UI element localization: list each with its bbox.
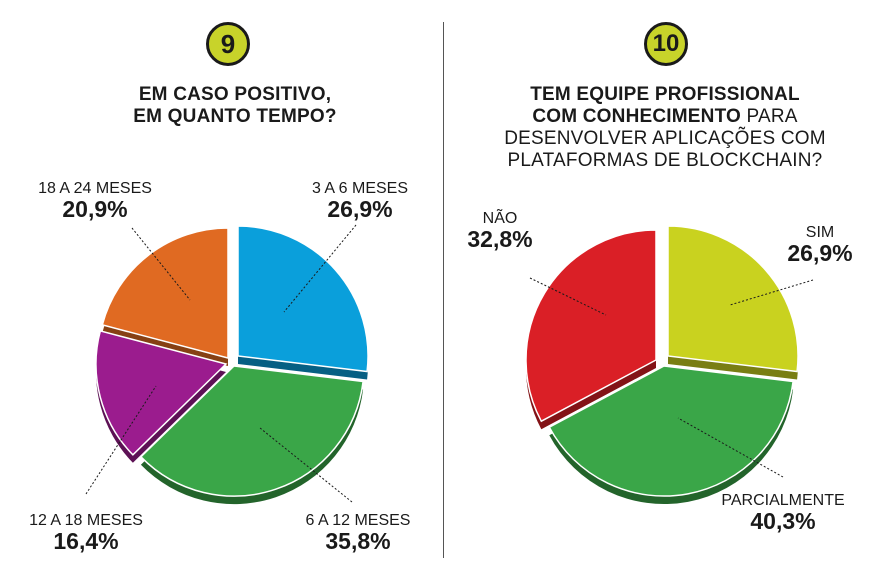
question-10-title-line1: TEM EQUIPE PROFISSIONAL [530,84,800,105]
pie-slice-sim [667,225,799,373]
question-10-title-line4: PLATAFORMAS DE BLOCKCHAIN? [507,150,823,171]
panel-divider [443,22,444,558]
slice-value: 35,8% [325,528,390,554]
pie-slice-3-a-6-meses [237,225,369,373]
slice-value: 26,9% [327,196,392,222]
slice-label: 3 A 6 MESES [312,180,408,197]
pie-slice-18-a-24-meses [101,227,229,359]
slice-label: PARCIALMENTE [721,492,844,509]
pie-slice-parcialmente [548,365,794,497]
question-10-badge: 10 [644,22,688,66]
slice-label: 18 A 24 MESES [38,180,152,197]
slice-value: 20,9% [62,196,127,222]
question-10-title-line2: COM CONHECIMENTO PARA [460,106,870,128]
question-9-title-line2: EM QUANTO TEMPO? [133,106,337,127]
pie-slice-n-o [525,229,657,423]
slice-label: 12 A 18 MESES [29,512,143,529]
pie-slice-6-a-12-meses [139,365,364,497]
slice-value: 32,8% [467,226,532,252]
leader-line [677,417,784,478]
question-10-title-line2-bold: COM CONHECIMENTO [532,106,742,127]
question-10-title-line2-light: PARA [741,106,798,127]
question-10-title: TEM EQUIPE PROFISSIONAL COM CONHECIMENTO… [460,84,870,172]
question-9-title-line1: EM CASO POSITIVO, [138,84,332,105]
slice-value: 16,4% [53,528,118,554]
leader-line [131,227,191,301]
question-10-title-line3: DESENVOLVER APLICAÇÕES COM [504,128,826,149]
leader-line [283,224,357,313]
slice-label: 6 A 12 MESES [306,512,411,529]
question-9-title: EM CASO POSITIVO, EM QUANTO TEMPO? [60,84,410,128]
leader-line [729,279,814,306]
question-9-badge: 9 [206,22,250,66]
slice-value: 40,3% [750,508,815,534]
slice-label: NÃO [483,207,518,227]
pie-slice-12-a-18-meses [95,329,228,456]
leader-line [85,385,157,495]
slice-value: 26,9% [787,240,852,266]
slice-label: SIM [806,224,834,241]
